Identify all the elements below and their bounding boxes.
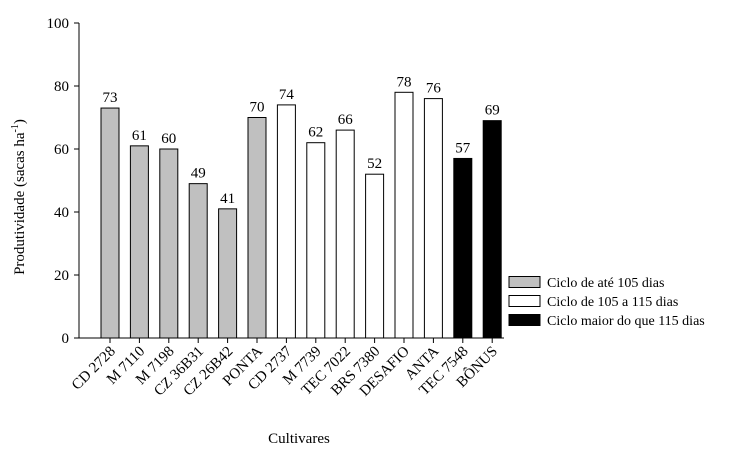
data-label: 76 xyxy=(426,81,442,97)
y-tick-label: 60 xyxy=(54,142,69,158)
legend-label: Ciclo maior do que 115 dias xyxy=(547,314,705,329)
data-label: 74 xyxy=(279,87,295,103)
data-label: 61 xyxy=(132,128,147,144)
legend-label: Ciclo de 105 a 115 dias xyxy=(547,295,678,310)
legend-swatch xyxy=(508,295,541,307)
bar-cz-36b31 xyxy=(188,183,208,339)
data-label: 57 xyxy=(455,140,471,156)
bar-cz-26b42 xyxy=(218,208,238,339)
data-label: 78 xyxy=(397,74,412,90)
y-axis: 0 20 40 60 80 100 xyxy=(47,16,80,347)
data-label: 41 xyxy=(220,191,235,207)
data-label: 60 xyxy=(161,131,176,147)
data-label: 62 xyxy=(308,125,323,141)
data-label: 66 xyxy=(338,112,354,128)
legend-swatch xyxy=(508,276,541,288)
data-label: 69 xyxy=(485,103,500,119)
data-label: 73 xyxy=(103,90,118,106)
data-label: 52 xyxy=(367,156,382,172)
y-tick-label: 100 xyxy=(47,16,70,32)
bar-tec-7022 xyxy=(335,129,355,339)
y-tick-label: 20 xyxy=(54,268,69,284)
data-labels-group: 73 61 60 49 41 70 74 62 66 52 78 76 57 69 xyxy=(103,74,500,207)
y-tick-label: 80 xyxy=(54,79,69,95)
bar-desafio xyxy=(394,91,414,339)
bar-m-7739 xyxy=(306,142,326,339)
bar-bônus xyxy=(482,120,502,339)
bar-cd-2737 xyxy=(276,104,296,339)
x-axis-title: Cultivares xyxy=(268,431,330,447)
bar-m-7198 xyxy=(159,148,179,339)
y-tick-label: 0 xyxy=(62,331,70,347)
y-tick-label: 40 xyxy=(54,205,69,221)
legend: Ciclo de até 105 dias Ciclo de 105 a 115 … xyxy=(508,276,705,329)
data-label: 70 xyxy=(250,100,265,116)
bar-anta xyxy=(423,98,443,339)
legend-swatch xyxy=(508,314,541,326)
bar-ponta xyxy=(247,117,267,339)
bar-m-7110 xyxy=(129,145,149,339)
data-label: 49 xyxy=(191,166,206,182)
bar-cd-2728 xyxy=(100,107,120,339)
y-axis-title: Produtividade (sacas ha-1) xyxy=(10,119,28,275)
legend-label: Ciclo de até 105 dias xyxy=(547,276,664,291)
bar-brs-7380 xyxy=(365,173,385,339)
bars-group xyxy=(100,91,502,339)
bar-tec-7548 xyxy=(453,157,473,339)
